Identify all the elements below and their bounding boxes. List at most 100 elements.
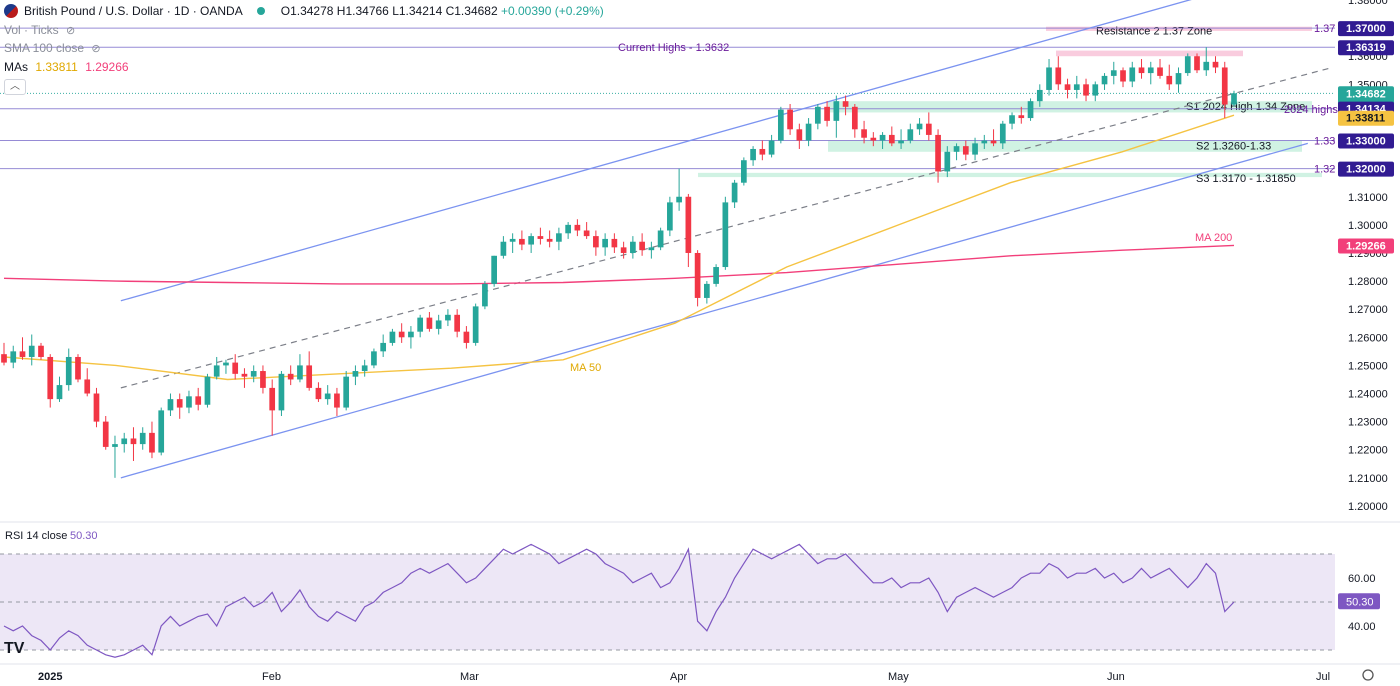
price-tag (1338, 133, 1394, 149)
y-axis-tick-label: 1.20000 (1348, 501, 1388, 513)
price-zone (828, 101, 1312, 113)
candle-body (935, 134, 941, 172)
rsi-value-tag-label: 50.30 (1346, 596, 1374, 608)
price-tag-value: 1.32000 (1346, 164, 1386, 176)
candle-body (824, 106, 830, 121)
candle-body (1138, 67, 1145, 74)
candle-body (842, 101, 849, 107)
price-zone (698, 172, 1322, 178)
candle-body (999, 123, 1006, 144)
candle-body (1203, 61, 1210, 71)
chart-header: British Pound / U.S. Dollar · 1D · OANDA… (4, 4, 604, 18)
volume-label: Vol · Ticks (4, 23, 59, 37)
candle-body (685, 196, 692, 253)
candle-body (56, 385, 63, 400)
candle-body (213, 365, 220, 377)
candle-body (371, 351, 377, 366)
candle-body (759, 148, 766, 155)
candle-body (84, 379, 91, 394)
y-axis-tick-label: 1.28000 (1348, 276, 1388, 288)
symbol-title[interactable]: British Pound / U.S. Dollar · 1D · OANDA (24, 4, 243, 18)
rsi-label: RSI 14 close (5, 530, 67, 542)
price-tag (1338, 40, 1394, 56)
candle-body (879, 134, 886, 141)
change-value: +0.00390 (+0.29%) (500, 4, 604, 18)
level-label: 2024 highs (1284, 104, 1338, 116)
candle-body (1, 354, 7, 363)
candle-body (657, 230, 664, 248)
candle-body (223, 362, 229, 366)
candle-body (204, 376, 211, 405)
candle-body (454, 314, 461, 332)
ohlc-readout: O1.34278 H1.34766 L1.34214 C1.34682 +0.0… (281, 4, 604, 18)
candle-body (925, 123, 932, 135)
candle-body (667, 202, 673, 231)
candle-body (953, 146, 960, 152)
candle-body (602, 238, 608, 248)
candle-body (787, 109, 793, 130)
hidden-eye-icon[interactable]: ⊘ (91, 43, 101, 55)
price-zone (1046, 26, 1312, 31)
ma200-line (3, 244, 1235, 285)
candle-body (426, 317, 433, 329)
mas-label: MAs (4, 60, 28, 74)
candle-body (260, 371, 266, 388)
candle-body (777, 109, 784, 141)
candle-body (519, 238, 525, 245)
candle-body (269, 387, 276, 411)
candle-body (1083, 84, 1089, 96)
candle-body (1055, 67, 1062, 85)
candle-body (1046, 67, 1052, 90)
candle-body (491, 255, 497, 284)
candle-body (195, 396, 202, 405)
candle-body (139, 432, 146, 445)
candle-body (352, 371, 359, 377)
candle-body (65, 356, 72, 386)
candle-body (741, 160, 747, 183)
candle-body (694, 252, 701, 298)
ma200-annotation: MA 200 (1195, 232, 1232, 244)
candle-body (556, 233, 562, 242)
candle-body (528, 236, 534, 245)
volume-legend[interactable]: Vol · Ticks ⊘ (4, 23, 75, 37)
candle-body (149, 432, 155, 453)
candle-body (731, 182, 738, 203)
candle-body (10, 351, 17, 363)
candle-body (916, 123, 923, 130)
candle-body (1212, 61, 1219, 68)
price-tag-value: 1.29266 (1346, 240, 1386, 252)
channel-lower-line (120, 142, 1308, 479)
candle-body (1009, 115, 1015, 124)
candle-body (1036, 89, 1043, 102)
candle-body (574, 224, 581, 231)
rsi-axis-tick-label: 60.00 (1348, 573, 1376, 585)
candle-body (981, 140, 988, 144)
candle-body (112, 444, 118, 447)
candle-body (1157, 67, 1163, 76)
candle-body (750, 148, 756, 161)
candle-body (38, 345, 44, 357)
candle-body (1064, 84, 1071, 90)
candle-body (75, 356, 81, 380)
y-axis-tick-label: 1.22000 (1348, 445, 1388, 457)
x-axis-tick-label: Apr (670, 671, 687, 683)
candle-body (805, 123, 812, 141)
y-axis-tick-label: 1.21000 (1348, 473, 1388, 485)
candle-body (389, 331, 396, 343)
zone-label: Resistance 2 1.37 Zone (1096, 26, 1212, 38)
mas-legend[interactable]: MAs 1.33811 1.29266 (4, 60, 129, 74)
market-status-icon (256, 7, 265, 15)
hidden-eye-icon[interactable]: ⊘ (66, 25, 76, 37)
sma-legend[interactable]: SMA 100 close ⊘ (4, 41, 101, 55)
candle-body (1101, 75, 1108, 85)
collapse-legend-button[interactable]: ︿ (4, 79, 26, 95)
candle-body (565, 224, 571, 234)
candle-body (463, 331, 470, 343)
candle-body (722, 202, 729, 268)
candle-body (315, 387, 322, 400)
candle-body (704, 283, 710, 298)
candle-body (1073, 84, 1080, 90)
price-tag (1338, 110, 1394, 126)
price-tag-value: 1.37000 (1346, 23, 1386, 35)
